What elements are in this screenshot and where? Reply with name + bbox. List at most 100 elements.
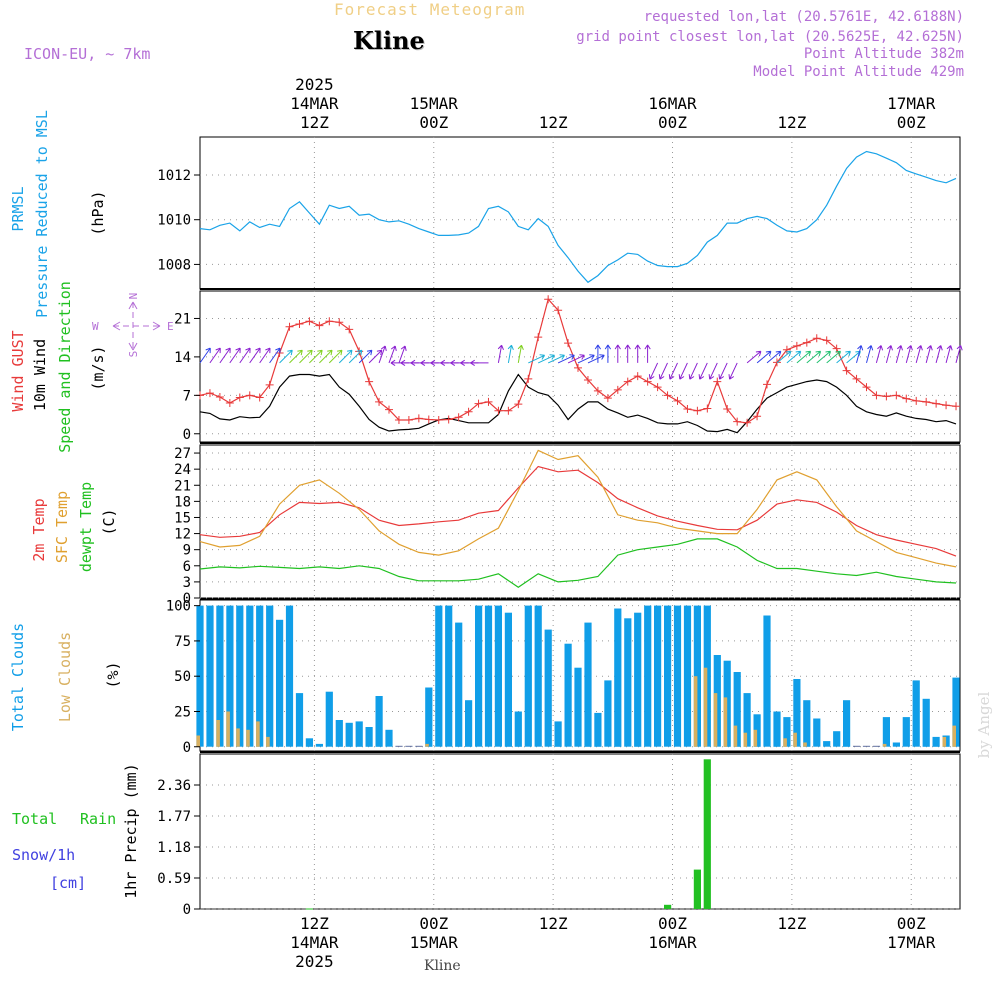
low-clouds-bar bbox=[693, 676, 698, 747]
wind-direction-arrow bbox=[614, 344, 621, 363]
y-tick-label: 3 bbox=[183, 575, 191, 591]
gust-marker bbox=[633, 372, 642, 381]
low-clouds-bar bbox=[713, 693, 718, 747]
gust-marker bbox=[902, 394, 911, 403]
wind-10m-line bbox=[199, 373, 957, 434]
wind-direction-arrow bbox=[816, 350, 831, 364]
wind-direction-arrow bbox=[199, 347, 211, 364]
bottom-time-label: 00Z bbox=[658, 914, 687, 933]
wind-gust-line bbox=[199, 297, 957, 424]
precip-total-label: Total bbox=[12, 810, 57, 828]
bottom-time-label: 00Z bbox=[897, 914, 926, 933]
wind-direction-arrow bbox=[746, 350, 762, 364]
low-clouds-bar bbox=[246, 729, 250, 747]
total-clouds-bar bbox=[912, 680, 920, 747]
dewpt-line bbox=[199, 538, 957, 589]
gust-marker bbox=[564, 339, 573, 348]
total-clouds-bar bbox=[385, 729, 393, 747]
gust-marker bbox=[494, 406, 503, 415]
gust-marker bbox=[464, 407, 473, 416]
low-clouds-bar bbox=[952, 725, 956, 747]
sfc-temp-line bbox=[199, 449, 957, 568]
y-tick-label: 12 bbox=[174, 527, 191, 543]
top-time-label: 12Z bbox=[300, 113, 329, 132]
bottom-time-label: 2025 bbox=[295, 952, 334, 971]
y-tick-label: 0 bbox=[183, 902, 191, 918]
total-clouds-bar bbox=[305, 738, 313, 747]
total-clouds-bar bbox=[365, 727, 373, 747]
gust-marker bbox=[305, 317, 314, 326]
y-tick-label: 7 bbox=[183, 388, 191, 404]
low-clouds-bar bbox=[723, 697, 728, 747]
wind-direction-arrow bbox=[269, 347, 281, 364]
wind-direction-arrow bbox=[648, 362, 659, 380]
gust-marker bbox=[424, 415, 433, 424]
gust-marker bbox=[335, 318, 344, 327]
gust-marker bbox=[325, 317, 334, 326]
low-clouds-bar bbox=[753, 729, 758, 747]
grid-point: grid point closest lon,lat (20.5625E, 42… bbox=[576, 29, 964, 45]
gust-marker bbox=[912, 396, 921, 405]
gust-marker bbox=[663, 391, 672, 400]
wind-direction-arrow bbox=[587, 354, 605, 364]
gust-marker bbox=[205, 389, 214, 398]
total-clouds-bar bbox=[216, 605, 224, 747]
wind-direction-arrow bbox=[756, 350, 772, 364]
total-clouds-bar bbox=[892, 742, 900, 747]
low-clouds-bar bbox=[733, 725, 738, 747]
total-clouds-bar bbox=[783, 717, 791, 747]
gust-marker bbox=[265, 380, 274, 389]
wind-direction-arrow bbox=[497, 344, 504, 363]
wind-direction-arrow bbox=[678, 362, 688, 380]
total-clouds-bar bbox=[564, 643, 572, 747]
total-clouds-bar bbox=[534, 605, 542, 747]
wind-direction-arrow bbox=[358, 349, 373, 364]
total-clouds-bar bbox=[862, 745, 871, 747]
y-tick-label: 14 bbox=[174, 350, 191, 366]
total-clouds-bar bbox=[524, 605, 532, 747]
gust-marker bbox=[763, 380, 772, 389]
wind-direction-arrow bbox=[856, 345, 864, 364]
gust-marker bbox=[703, 404, 712, 413]
gust-marker bbox=[753, 412, 762, 421]
y-tick-label: 6 bbox=[183, 559, 191, 575]
dewpt-label: dewpt Temp bbox=[77, 482, 95, 572]
gust-marker bbox=[952, 402, 961, 411]
total-clouds-bar bbox=[236, 605, 244, 747]
total-clouds-bar bbox=[544, 629, 552, 747]
wind-direction-arrow bbox=[728, 362, 738, 380]
y-tick-label: 1008 bbox=[157, 257, 191, 273]
top-time-label: 00Z bbox=[419, 113, 448, 132]
wind-direction-arrow bbox=[905, 345, 913, 364]
total-clouds-bar bbox=[872, 745, 881, 747]
total-clouds-bar bbox=[683, 605, 692, 747]
wind-direction-arrow bbox=[885, 345, 893, 364]
total-clouds-bar bbox=[624, 618, 632, 747]
gust-marker bbox=[872, 391, 881, 400]
station-name: Kline bbox=[353, 26, 425, 55]
gust-marker bbox=[812, 334, 821, 343]
gust-marker bbox=[593, 386, 602, 395]
wind-direction-arrow bbox=[955, 345, 963, 364]
top-time-label: 14MAR bbox=[290, 94, 339, 113]
pressure-unit: (hPa) bbox=[89, 190, 107, 235]
bottom-time-label: 12Z bbox=[777, 914, 806, 933]
bottom-time-label: 14MAR bbox=[290, 933, 339, 952]
low-clouds-bar bbox=[256, 721, 260, 747]
wind-direction-arrow bbox=[796, 350, 812, 364]
gust-marker bbox=[295, 319, 304, 328]
requested-location: requested lon,lat (20.5761E, 42.6188N) bbox=[643, 9, 964, 25]
gust-marker bbox=[713, 377, 722, 386]
gust-marker bbox=[613, 385, 622, 394]
precip-axis-label: 1hr Precip (mm) bbox=[122, 763, 140, 898]
total-clouds-bar bbox=[554, 721, 562, 747]
top-time-label: 12Z bbox=[539, 113, 568, 132]
gust-marker bbox=[623, 377, 632, 386]
product-title: Forecast Meteogram bbox=[334, 0, 526, 19]
low-clouds-bar bbox=[236, 728, 240, 747]
wind-direction-arrow bbox=[398, 345, 407, 364]
wind-direction-arrow bbox=[688, 362, 698, 380]
y-tick-label: 21 bbox=[174, 478, 191, 494]
wind-direction-arrow bbox=[388, 345, 397, 364]
